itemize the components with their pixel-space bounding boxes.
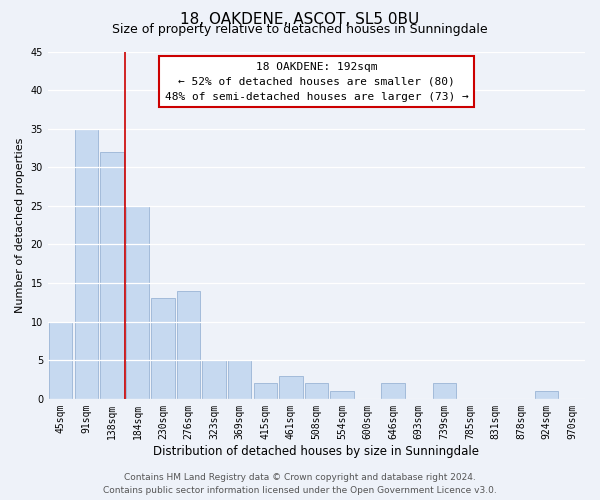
Bar [100, 152, 124, 399]
Bar [125, 206, 149, 399]
Bar [254, 384, 277, 399]
Bar [228, 360, 251, 399]
Bar [279, 376, 302, 399]
Bar [330, 391, 354, 399]
Y-axis label: Number of detached properties: Number of detached properties [15, 138, 25, 313]
Text: Contains HM Land Registry data © Crown copyright and database right 2024.
Contai: Contains HM Land Registry data © Crown c… [103, 474, 497, 495]
Text: Size of property relative to detached houses in Sunningdale: Size of property relative to detached ho… [112, 22, 488, 36]
Bar [382, 384, 405, 399]
Bar [535, 391, 559, 399]
Bar [151, 298, 175, 399]
Bar [74, 128, 98, 399]
Bar [305, 384, 328, 399]
Bar [177, 291, 200, 399]
Text: 18, OAKDENE, ASCOT, SL5 0BU: 18, OAKDENE, ASCOT, SL5 0BU [181, 12, 419, 28]
Bar [49, 322, 73, 399]
X-axis label: Distribution of detached houses by size in Sunningdale: Distribution of detached houses by size … [154, 444, 479, 458]
Bar [433, 384, 456, 399]
Text: 18 OAKDENE: 192sqm
← 52% of detached houses are smaller (80)
48% of semi-detache: 18 OAKDENE: 192sqm ← 52% of detached hou… [164, 62, 469, 102]
Bar [202, 360, 226, 399]
